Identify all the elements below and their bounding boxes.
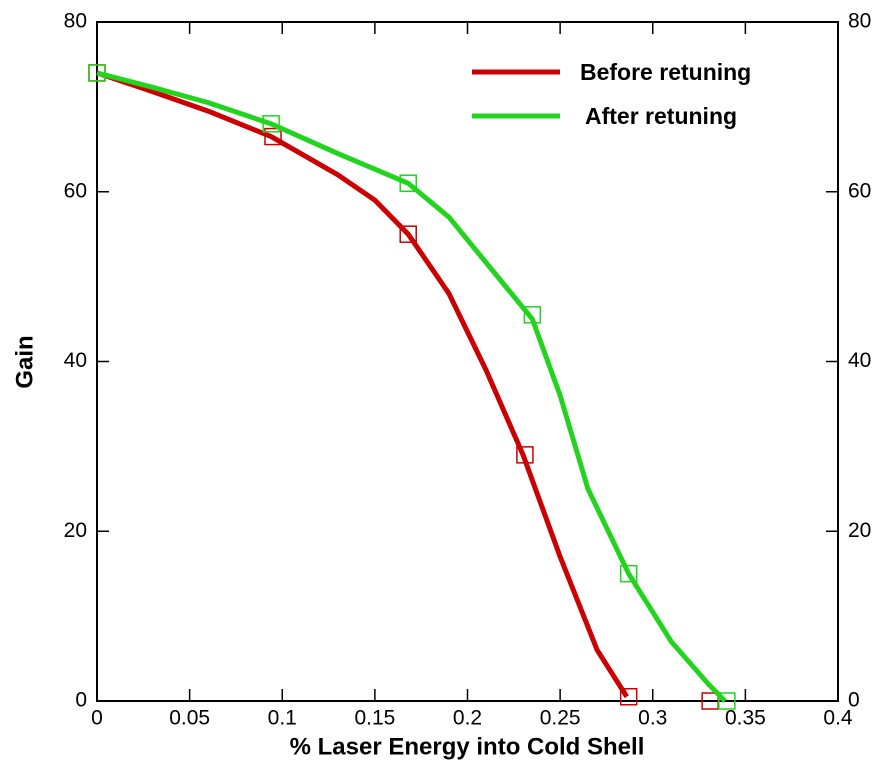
marker: [264, 127, 282, 146]
line: [96, 70, 727, 703]
marker: [523, 306, 542, 324]
y2-tick-label: 60: [848, 179, 871, 202]
x-tick-label: 0: [91, 707, 103, 730]
x-tick-label: 0.2: [453, 707, 482, 730]
marker: [619, 688, 638, 706]
marker: [718, 692, 736, 710]
y2-tick-label: 0: [848, 689, 860, 712]
y-tick-label: 40: [64, 349, 87, 372]
y2-tick-label: 80: [848, 10, 871, 33]
x-tick-label: 0.05: [169, 707, 210, 730]
y-tick-label: 60: [64, 179, 87, 202]
y-axis-label: Gain: [11, 335, 38, 388]
x-tick-label: 0.1: [268, 707, 297, 730]
legend-label: After retuning: [585, 103, 737, 129]
legend-label: Before retuning: [580, 59, 751, 85]
y-tick-label: 0: [75, 689, 87, 712]
marker: [399, 225, 417, 243]
x-axis-label: % Laser Energy into Cold Shell: [290, 733, 645, 760]
x-tick-label: 0.3: [638, 707, 667, 730]
x-tick-label: 0.4: [823, 707, 853, 730]
x-tick-label: 0.15: [354, 707, 395, 730]
marker: [516, 446, 534, 464]
y-tick-label: 20: [64, 519, 87, 542]
x-tick-label: 0.35: [725, 707, 766, 730]
marker: [619, 564, 638, 583]
marker: [88, 64, 106, 82]
y2-tick-label: 40: [848, 349, 871, 372]
y2-tick-label: 20: [848, 519, 871, 542]
line: [96, 70, 629, 699]
y-tick-label: 80: [64, 10, 87, 33]
marker: [262, 115, 280, 133]
marker: [399, 174, 417, 193]
x-tick-label: 0.25: [540, 707, 581, 730]
